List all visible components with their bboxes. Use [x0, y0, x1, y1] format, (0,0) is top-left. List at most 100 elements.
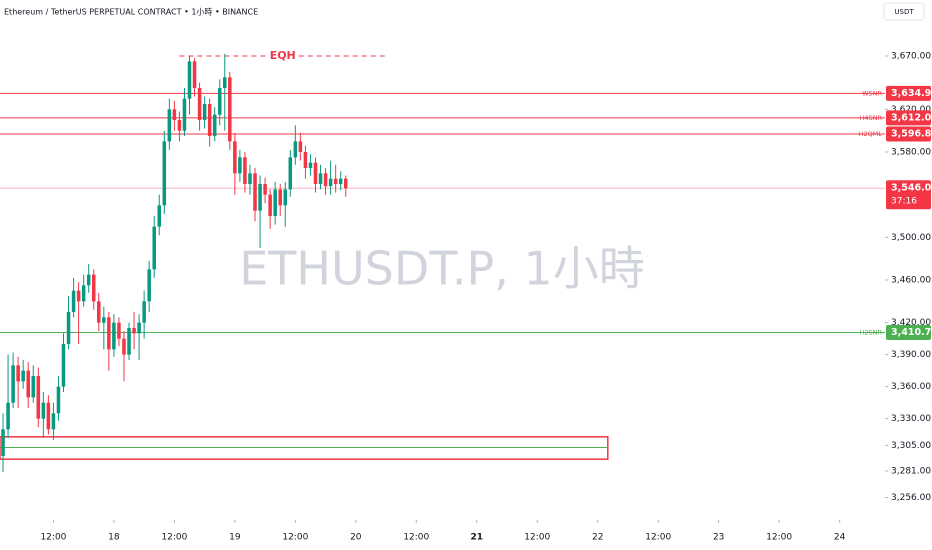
y-tick-label: 3,390.00 — [891, 350, 931, 360]
candle-body — [202, 104, 207, 120]
candle-body — [122, 338, 126, 355]
level-name: H4SNR — [859, 114, 882, 122]
candle-body — [36, 376, 41, 419]
candle-body — [273, 189, 277, 216]
candle-body — [223, 77, 227, 88]
y-tick-label: 3,281.00 — [891, 466, 931, 476]
header: Ethereum / TetherUS PERPETUAL CONTRACT •… — [4, 8, 258, 17]
y-tick-label: 3,580.00 — [891, 148, 931, 158]
candle-body — [117, 322, 121, 339]
candle-body — [293, 141, 298, 158]
candle-body — [323, 173, 328, 187]
last-price-box — [886, 180, 931, 210]
candle-body — [338, 178, 343, 184]
y-tick-label: 3,460.00 — [891, 276, 931, 286]
candle-body — [162, 141, 167, 206]
candle-body — [217, 88, 222, 115]
level-box — [886, 126, 931, 142]
candle-body — [137, 322, 141, 334]
candle-body — [278, 189, 282, 206]
candle-body — [238, 157, 242, 174]
candle-body — [142, 301, 146, 323]
candle-body — [16, 365, 20, 382]
x-tick-label: 18 — [108, 533, 120, 543]
y-tick-label: 3,330.00 — [891, 414, 931, 424]
candle-body — [197, 88, 202, 120]
candle-body — [46, 402, 51, 430]
level-name: H2SNR — [859, 329, 882, 337]
candle-body — [172, 109, 177, 120]
candle-body — [313, 162, 318, 184]
candle-body — [333, 178, 338, 184]
x-tick-label: 19 — [229, 533, 241, 543]
candle-body — [192, 61, 197, 88]
candle-body — [157, 205, 162, 227]
zone — [0, 436, 609, 460]
x-tick-label: 23 — [713, 533, 724, 543]
x-tick-label: 12:00 — [403, 533, 429, 543]
candle-body — [177, 120, 182, 131]
y-tick-label: 3,620.00 — [891, 105, 931, 115]
candle-body — [41, 402, 46, 419]
last-price-value: 3,546.03 — [891, 183, 932, 194]
candle-body — [167, 109, 172, 142]
level-value: 3,634.96 — [891, 88, 932, 99]
candle-body — [97, 301, 101, 323]
x-tick-label: 12:00 — [524, 533, 550, 543]
candle-body — [86, 274, 91, 286]
candle-body — [243, 157, 247, 184]
level-name: WSNR — [862, 89, 882, 97]
y-tick-label: 3,420.00 — [891, 318, 931, 328]
x-tick-label: 20 — [350, 533, 362, 543]
x-tick-label: 12:00 — [766, 533, 792, 543]
candle-body — [283, 189, 288, 206]
candle-body — [303, 152, 308, 168]
x-tick-label: 12:00 — [282, 533, 308, 543]
candle-body — [56, 386, 61, 414]
currency-label[interactable]: USDT — [894, 8, 914, 16]
x-tick-label: 24 — [834, 533, 846, 543]
candle-body — [343, 178, 348, 189]
watermark: ETHUSDT.P, 1小時 — [239, 242, 645, 296]
candle-body — [187, 61, 192, 99]
last-price-countdown: 37:16 — [891, 197, 917, 207]
x-tick-label: 22 — [592, 533, 603, 543]
candle-body — [253, 173, 257, 211]
level-box — [886, 110, 931, 126]
candle-body — [308, 162, 313, 168]
candle-body — [207, 104, 212, 136]
eqh-label: EQH — [270, 49, 296, 62]
candle-body — [263, 184, 267, 195]
candle-body — [21, 370, 25, 382]
candle-body — [228, 77, 232, 142]
candle-body — [212, 114, 217, 136]
candle-body — [132, 328, 136, 334]
candle-body — [61, 344, 66, 387]
level-value: 3,612.01 — [891, 112, 932, 123]
candle-body — [66, 312, 71, 344]
level-box — [886, 325, 931, 341]
x-tick-label: 12:00 — [40, 533, 66, 543]
y-tick-label: 3,256.00 — [891, 493, 931, 503]
y-tick-label: 3,360.00 — [891, 382, 931, 392]
candle-body — [51, 413, 56, 430]
y-tick-label: 3,670.00 — [891, 52, 931, 62]
level-value: 3,410.77 — [891, 327, 932, 338]
candle-body — [112, 322, 116, 350]
candle-body — [76, 290, 81, 302]
candle-body — [91, 274, 96, 302]
candle-body — [328, 178, 333, 187]
candle-body — [81, 285, 86, 302]
candle-body — [318, 173, 323, 184]
candle-body — [258, 184, 262, 211]
candle-body — [31, 376, 36, 398]
candle-body — [11, 365, 15, 403]
candle-body — [107, 317, 111, 350]
currency-button[interactable] — [883, 2, 925, 21]
candle-body — [268, 194, 272, 216]
x-tick-label: 12:00 — [645, 533, 671, 543]
level-value: 3,596.82 — [891, 129, 932, 140]
candle-body — [288, 157, 293, 190]
level-name: H2QML — [859, 130, 883, 138]
